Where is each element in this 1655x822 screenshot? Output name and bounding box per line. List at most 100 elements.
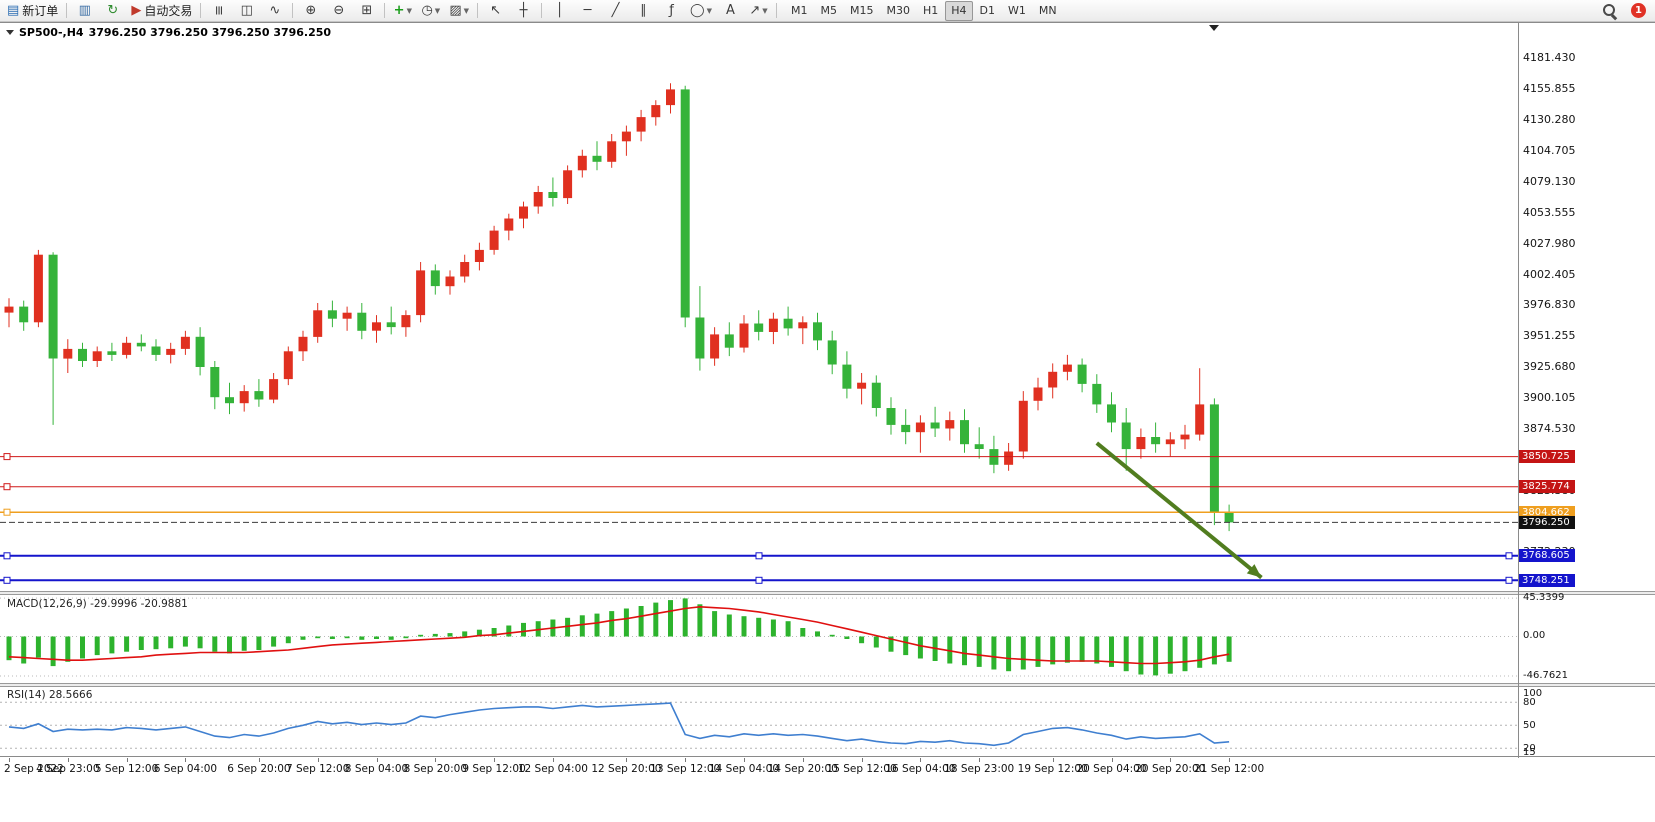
trend-arrow-head bbox=[1246, 564, 1262, 578]
candlestick-chart-icon: ◫ bbox=[240, 3, 253, 18]
toolbar-separator bbox=[541, 3, 543, 18]
refresh-icon: ↻ bbox=[107, 3, 119, 18]
price-tick-4130.280: 4130.280 bbox=[1523, 113, 1576, 127]
autotrading-label: 自动交易 bbox=[144, 4, 193, 18]
macd-panel-canvas[interactable] bbox=[0, 595, 1518, 683]
rsi-line bbox=[8, 702, 1230, 747]
horizontal-line-button[interactable]: ─ bbox=[574, 0, 601, 21]
refresh-button[interactable]: ↻ bbox=[99, 0, 126, 21]
new-order-label: 新订单 bbox=[22, 4, 59, 18]
grid-icon: ⊞ bbox=[361, 3, 373, 18]
line-anchor-marker[interactable] bbox=[3, 453, 11, 461]
shapes-icon: ◯ bbox=[690, 3, 705, 18]
time-axis-line bbox=[0, 756, 1655, 757]
arrows-button[interactable]: ↗ ▼ bbox=[745, 0, 772, 21]
main-chart-canvas[interactable] bbox=[0, 23, 1518, 591]
candlestick-chart-button[interactable]: ◫ bbox=[233, 0, 260, 21]
search-button[interactable] bbox=[1596, 0, 1623, 21]
price-tick-4181.430: 4181.430 bbox=[1523, 51, 1576, 65]
line-anchor-marker[interactable] bbox=[3, 576, 11, 584]
timeframe-h1-button[interactable]: H1 bbox=[922, 4, 939, 17]
symbol-dropdown-icon[interactable] bbox=[6, 30, 14, 35]
toolbar-separator bbox=[292, 3, 294, 18]
chevron-down-icon: ▼ bbox=[463, 6, 470, 15]
toolbar-buttons: ▤ 新订单 ▥ ↻ ▶ 自动交易 ≡ ◫ ∿ ⊕ ⊖ ⊞ + ▼ ◷ ▼ ▨ ▼ ↖ ┼ │ ─ ╱ ∥ ƒ ◯ ▼ A ↗ ▼ bbox=[3, 0, 780, 21]
timeframe-m1-button[interactable]: M1 bbox=[790, 4, 808, 17]
timeframe-h4-button[interactable]: H4 bbox=[945, 0, 973, 21]
bar-chart-button[interactable]: ≡ bbox=[205, 0, 232, 21]
rsi-panel-canvas[interactable] bbox=[0, 687, 1518, 756]
line-anchor-marker[interactable] bbox=[3, 552, 11, 560]
time-tick bbox=[626, 758, 628, 762]
macd-scale-0.00: 0.00 bbox=[1523, 630, 1546, 642]
price-tick-3951.255: 3951.255 bbox=[1523, 329, 1576, 343]
zoom-out-button[interactable]: ⊖ bbox=[325, 0, 352, 21]
line-anchor-marker[interactable] bbox=[3, 508, 11, 516]
macd-scale--46.7621: -46.7621 bbox=[1523, 670, 1568, 682]
bar-chart-icon: ≡ bbox=[211, 5, 227, 16]
time-tick bbox=[258, 758, 260, 762]
line-anchor-marker[interactable] bbox=[1505, 576, 1513, 584]
vertical-line-button[interactable]: │ bbox=[546, 0, 573, 21]
timeframe-m30-button[interactable]: M30 bbox=[886, 4, 910, 17]
price-tick-3874.530: 3874.530 bbox=[1523, 421, 1576, 435]
zoom-in-button[interactable]: ⊕ bbox=[297, 0, 324, 21]
time-tick bbox=[861, 758, 863, 762]
indicators-button[interactable]: + ▼ bbox=[389, 0, 416, 21]
new-order-icon: ▤ bbox=[7, 3, 20, 18]
grid-button[interactable]: ⊞ bbox=[353, 0, 380, 21]
horizontal-line-icon: ─ bbox=[583, 3, 592, 18]
time-label-13: 14 Sep 20:00 bbox=[767, 763, 838, 775]
timeframe-w1-button[interactable]: W1 bbox=[1008, 4, 1026, 17]
time-label-11: 13 Sep 12:00 bbox=[650, 763, 721, 775]
indicators-icon: + bbox=[393, 3, 405, 18]
price-tick-4002.405: 4002.405 bbox=[1523, 267, 1576, 281]
line-chart-button[interactable]: ∿ bbox=[261, 0, 288, 21]
chevron-down-icon: ▼ bbox=[706, 6, 712, 15]
time-label-4: 6 Sep 20:00 bbox=[227, 763, 291, 775]
periods-button[interactable]: ◷ ▼ bbox=[417, 0, 444, 21]
time-label-15: 16 Sep 04:00 bbox=[885, 763, 956, 775]
trendline-button[interactable]: ╱ bbox=[602, 0, 629, 21]
price-tick-4104.705: 4104.705 bbox=[1523, 144, 1576, 158]
notification-badge[interactable]: 1 bbox=[1631, 3, 1646, 18]
timeframe-mn-button[interactable]: MN bbox=[1038, 4, 1057, 17]
line-anchor-marker[interactable] bbox=[755, 552, 763, 560]
time-tick bbox=[376, 758, 378, 762]
time-label-16: 18 Sep 23:00 bbox=[944, 763, 1015, 775]
time-tick bbox=[126, 758, 128, 762]
time-tick bbox=[317, 758, 319, 762]
cursor-button[interactable]: ↖ bbox=[482, 0, 509, 21]
templates-button[interactable]: ▨ ▼ bbox=[445, 0, 473, 21]
price-badge-3768.605: 3768.605 bbox=[1519, 549, 1575, 563]
panel-splitter-rsi[interactable] bbox=[0, 683, 1655, 687]
time-tick bbox=[185, 758, 187, 762]
price-badge-3825.774: 3825.774 bbox=[1519, 480, 1575, 494]
price-tick-4027.980: 4027.980 bbox=[1523, 236, 1576, 250]
time-tick bbox=[9, 758, 10, 762]
time-tick bbox=[920, 758, 922, 762]
time-label-18: 20 Sep 04:00 bbox=[1076, 763, 1147, 775]
timeframe-m15-button[interactable]: M15 bbox=[849, 4, 874, 17]
time-tick bbox=[1229, 758, 1231, 762]
rsi-indicator-label: RSI(14) 28.5666 bbox=[7, 689, 93, 701]
line-anchor-marker[interactable] bbox=[755, 576, 763, 584]
line-anchor-marker[interactable] bbox=[1505, 552, 1513, 560]
periods-icon: ◷ bbox=[421, 3, 433, 18]
symbol-label: SP500-,H4 bbox=[19, 26, 84, 39]
panel-splitter-macd[interactable] bbox=[0, 591, 1655, 595]
autotrading-button[interactable]: ▶ 自动交易 bbox=[127, 0, 196, 21]
timeframe-m5-button[interactable]: M5 bbox=[820, 4, 837, 17]
shapes-button[interactable]: ◯ ▼ bbox=[686, 0, 716, 21]
charts-grid-icon: ▥ bbox=[78, 3, 91, 18]
crosshair-button[interactable]: ┼ bbox=[510, 0, 537, 21]
timeframe-d1-button[interactable]: D1 bbox=[979, 4, 995, 17]
toolbar-separator bbox=[200, 3, 202, 18]
new-order-button[interactable]: ▤ 新订单 bbox=[3, 0, 62, 21]
channel-button[interactable]: ∥ bbox=[630, 0, 657, 21]
charts-grid-button[interactable]: ▥ bbox=[71, 0, 98, 21]
line-anchor-marker[interactable] bbox=[3, 483, 11, 491]
fibonacci-button[interactable]: ƒ bbox=[658, 0, 685, 21]
text-button[interactable]: A bbox=[717, 0, 744, 21]
trend-arrow[interactable] bbox=[1095, 441, 1263, 580]
